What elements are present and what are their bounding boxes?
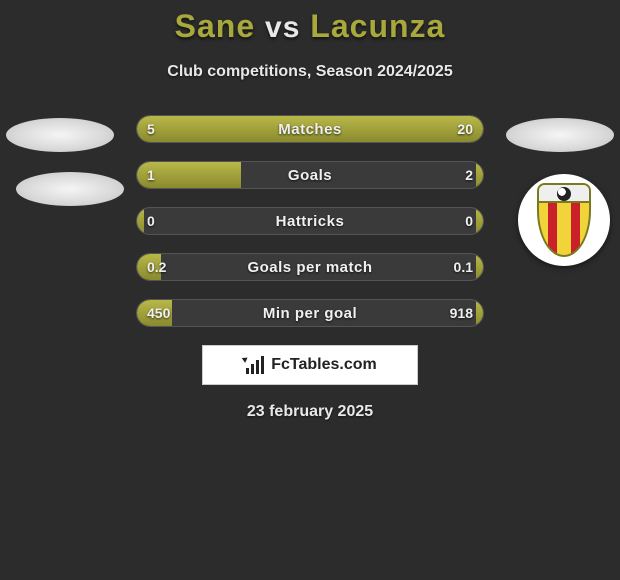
- stat-label: Goals: [137, 162, 483, 188]
- stat-label: Hattricks: [137, 208, 483, 234]
- stat-row: 0.2 Goals per match 0.1: [0, 253, 620, 281]
- stat-row: 0 Hattricks 0: [0, 207, 620, 235]
- stat-value-right: 20: [457, 116, 473, 142]
- card-title: Sane vs Lacunza: [0, 8, 620, 45]
- stat-value-right: 918: [450, 300, 473, 326]
- stat-value-right: 2: [465, 162, 473, 188]
- card-date: 23 february 2025: [0, 403, 620, 421]
- stat-bar-track: 5 Matches 20: [136, 115, 484, 143]
- player-right-name: Lacunza: [310, 8, 445, 44]
- stat-row: 1 Goals 2: [0, 161, 620, 189]
- stat-value-right: 0: [465, 208, 473, 234]
- stat-label: Goals per match: [137, 254, 483, 280]
- stat-bar-track: 1 Goals 2: [136, 161, 484, 189]
- vs-separator: vs: [265, 11, 300, 44]
- card-subtitle: Club competitions, Season 2024/2025: [0, 63, 620, 81]
- comparison-card: Sane vs Lacunza Club competitions, Seaso…: [0, 0, 620, 421]
- stat-value-right: 0.1: [454, 254, 473, 280]
- stat-bar-track: 0.2 Goals per match 0.1: [136, 253, 484, 281]
- brand-text: FcTables.com: [271, 356, 377, 374]
- brand-box[interactable]: FcTables.com: [202, 345, 418, 385]
- stat-label: Min per goal: [137, 300, 483, 326]
- stat-row: 5 Matches 20: [0, 115, 620, 143]
- stat-bar-track: 450 Min per goal 918: [136, 299, 484, 327]
- stat-row: 450 Min per goal 918: [0, 299, 620, 327]
- stat-label: Matches: [137, 116, 483, 142]
- brand-chart-icon: [243, 356, 265, 374]
- player-left-name: Sane: [175, 8, 255, 44]
- stat-bar-track: 0 Hattricks 0: [136, 207, 484, 235]
- stats-chart: 5 Matches 20 1 Goals 2 0 Hattricks 0: [0, 115, 620, 327]
